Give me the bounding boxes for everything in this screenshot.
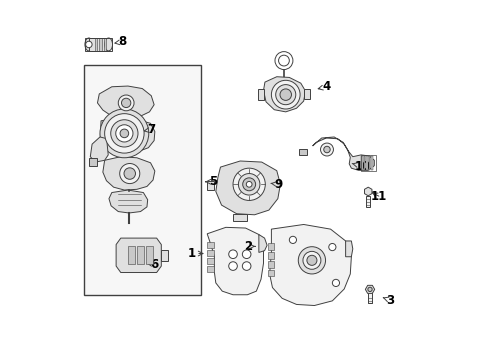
Circle shape bbox=[228, 250, 237, 258]
Circle shape bbox=[332, 279, 339, 287]
Bar bbox=[207, 258, 214, 264]
Circle shape bbox=[280, 89, 291, 100]
Bar bbox=[267, 243, 274, 249]
Polygon shape bbox=[364, 187, 371, 196]
Bar bbox=[103, 38, 106, 51]
Polygon shape bbox=[90, 137, 108, 162]
Circle shape bbox=[303, 251, 320, 269]
Text: 3: 3 bbox=[383, 294, 393, 307]
Polygon shape bbox=[303, 89, 309, 99]
Circle shape bbox=[116, 125, 133, 142]
Circle shape bbox=[278, 55, 289, 66]
Polygon shape bbox=[269, 225, 351, 306]
Polygon shape bbox=[207, 181, 214, 190]
Bar bbox=[207, 242, 214, 248]
Circle shape bbox=[120, 129, 128, 138]
Bar bbox=[207, 266, 214, 272]
Bar bbox=[267, 252, 274, 258]
Bar bbox=[367, 291, 371, 303]
Bar bbox=[267, 270, 274, 276]
Text: 9: 9 bbox=[270, 178, 282, 191]
Polygon shape bbox=[161, 250, 168, 261]
Bar bbox=[207, 250, 214, 256]
Circle shape bbox=[124, 168, 135, 179]
Polygon shape bbox=[345, 241, 352, 257]
Bar bbox=[128, 246, 135, 264]
Bar bbox=[366, 156, 367, 170]
Circle shape bbox=[118, 95, 134, 111]
Circle shape bbox=[274, 51, 292, 69]
Polygon shape bbox=[207, 227, 263, 295]
Polygon shape bbox=[109, 190, 147, 213]
Ellipse shape bbox=[104, 38, 112, 51]
Bar bbox=[368, 156, 369, 170]
Circle shape bbox=[121, 98, 131, 108]
Circle shape bbox=[110, 120, 138, 147]
Bar bbox=[363, 156, 365, 170]
Text: 5: 5 bbox=[205, 175, 217, 188]
Text: 7: 7 bbox=[143, 123, 155, 136]
Bar bbox=[137, 246, 144, 264]
Polygon shape bbox=[100, 118, 155, 152]
Polygon shape bbox=[257, 89, 263, 100]
Polygon shape bbox=[215, 161, 280, 215]
Circle shape bbox=[367, 287, 371, 292]
Bar bbox=[145, 246, 153, 264]
Bar bbox=[370, 156, 372, 170]
Circle shape bbox=[242, 178, 255, 191]
Circle shape bbox=[100, 109, 148, 158]
Text: 11: 11 bbox=[370, 190, 386, 203]
Text: 4: 4 bbox=[318, 80, 330, 93]
Polygon shape bbox=[263, 77, 305, 112]
Polygon shape bbox=[102, 157, 155, 190]
Bar bbox=[360, 156, 362, 170]
Circle shape bbox=[242, 262, 250, 270]
Circle shape bbox=[298, 247, 325, 274]
Polygon shape bbox=[88, 158, 97, 166]
Circle shape bbox=[328, 243, 335, 251]
Circle shape bbox=[120, 163, 140, 184]
Circle shape bbox=[85, 41, 92, 48]
Bar bbox=[95, 38, 97, 51]
Bar bbox=[83, 65, 201, 295]
Circle shape bbox=[228, 262, 237, 270]
Polygon shape bbox=[97, 86, 154, 118]
Circle shape bbox=[271, 80, 300, 109]
Text: 1: 1 bbox=[187, 247, 203, 260]
Text: 6: 6 bbox=[147, 258, 159, 271]
Circle shape bbox=[275, 85, 295, 105]
Polygon shape bbox=[298, 149, 306, 155]
Text: 10: 10 bbox=[351, 160, 370, 173]
Polygon shape bbox=[116, 238, 161, 273]
Circle shape bbox=[246, 181, 251, 187]
Polygon shape bbox=[365, 285, 374, 293]
Bar bbox=[267, 261, 274, 267]
Bar bbox=[360, 155, 375, 171]
Circle shape bbox=[323, 146, 329, 153]
Text: 2: 2 bbox=[244, 240, 255, 253]
Circle shape bbox=[289, 236, 296, 243]
Circle shape bbox=[117, 125, 139, 146]
Circle shape bbox=[121, 129, 134, 141]
Polygon shape bbox=[312, 137, 373, 170]
Text: 8: 8 bbox=[115, 35, 126, 49]
Polygon shape bbox=[233, 214, 247, 221]
Circle shape bbox=[320, 143, 333, 156]
Bar bbox=[99, 38, 102, 51]
Ellipse shape bbox=[85, 38, 93, 51]
Bar bbox=[366, 197, 369, 207]
Polygon shape bbox=[258, 234, 266, 252]
Circle shape bbox=[242, 250, 250, 258]
Circle shape bbox=[104, 114, 144, 153]
Bar bbox=[89, 38, 108, 51]
Circle shape bbox=[306, 255, 316, 265]
Circle shape bbox=[238, 174, 260, 195]
Circle shape bbox=[233, 168, 265, 201]
